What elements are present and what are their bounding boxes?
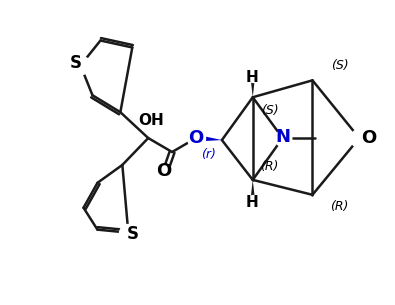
Polygon shape (196, 135, 222, 142)
Polygon shape (250, 180, 255, 202)
Text: (R): (R) (260, 160, 279, 174)
Text: N: N (275, 128, 290, 146)
Text: O: O (156, 162, 172, 180)
Text: H: H (245, 70, 258, 85)
Text: (r): (r) (201, 149, 216, 161)
Text: O: O (361, 129, 377, 147)
Polygon shape (250, 75, 255, 97)
Text: (S): (S) (331, 59, 348, 72)
Text: (R): (R) (330, 200, 348, 213)
Text: OH: OH (138, 113, 164, 128)
Text: H: H (245, 195, 258, 210)
Text: S: S (126, 224, 138, 243)
Text: O: O (188, 129, 204, 147)
Text: (S): (S) (261, 104, 278, 117)
Text: S: S (70, 54, 81, 72)
